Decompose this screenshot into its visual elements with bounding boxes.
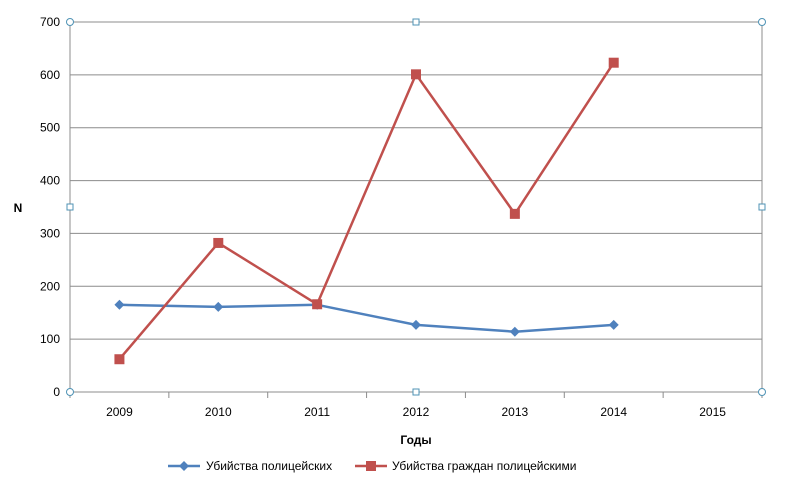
x-tick-label-2013: 2013	[502, 405, 529, 419]
x-tick-label-2015: 2015	[699, 405, 726, 419]
x-tick-label-2014: 2014	[600, 405, 627, 419]
y-tick-label-700: 700	[40, 15, 60, 29]
legend-item-police-killed: Убийства полицейских	[168, 459, 332, 473]
data-point-series0-2010	[213, 301, 224, 312]
y-tick-label-100: 100	[40, 332, 60, 346]
legend: Убийства полицейских Убийства граждан по…	[168, 459, 576, 473]
x-tick-label-2009: 2009	[106, 405, 133, 419]
x-axis-ticks: 2009 2010 2011 2012 2013 2014 2015	[106, 405, 726, 419]
y-tick-label-200: 200	[40, 279, 60, 293]
resize-handle-left[interactable]	[66, 203, 74, 211]
y-axis-title: N	[14, 201, 23, 215]
resize-handle-bottom-left[interactable]	[66, 388, 74, 396]
legend-diamond-marker	[179, 461, 189, 471]
gridlines	[70, 21, 762, 393]
data-point-series1-2010	[213, 237, 224, 248]
data-point-series0-2009	[114, 299, 125, 310]
legend-label-citizens-killed: Убийства граждан полицейскими	[392, 459, 576, 473]
legend-label-police-killed: Убийства полицейских	[206, 459, 332, 473]
data-point-series1-2011	[312, 299, 323, 310]
data-point-series0-2013	[509, 326, 520, 337]
series-line-1	[118, 62, 615, 361]
data-point-series0-2014	[608, 319, 619, 330]
resize-handle-bottom-right[interactable]	[758, 388, 766, 396]
x-tick-label-2012: 2012	[403, 405, 430, 419]
resize-handle-top-right[interactable]	[758, 18, 766, 26]
x-axis-title: Годы	[400, 433, 431, 447]
x-tick-label-2011: 2011	[304, 405, 330, 419]
x-tick-label-2010: 2010	[205, 405, 232, 419]
data-point-series1-2009	[114, 354, 125, 365]
y-axis-ticks: 0 100 200 300 400 500 600 700	[40, 15, 60, 399]
data-point-series0-2012	[411, 319, 421, 330]
y-tick-label-600: 600	[40, 68, 60, 82]
y-tick-label-0: 0	[53, 385, 60, 399]
legend-item-citizens-killed: Убийства граждан полицейскими	[355, 459, 576, 473]
resize-handle-top[interactable]	[412, 18, 420, 26]
data-point-series1-2013	[509, 208, 520, 219]
y-tick-label-400: 400	[40, 174, 60, 188]
resize-handle-bottom[interactable]	[412, 388, 420, 396]
y-tick-label-500: 500	[40, 121, 60, 135]
selection-handles[interactable]	[66, 18, 766, 396]
data-point-series1-2012	[411, 69, 421, 80]
resize-handle-right[interactable]	[758, 203, 766, 211]
legend-square-marker	[366, 461, 376, 471]
series-lines	[114, 57, 619, 365]
data-point-series1-2014	[608, 57, 619, 68]
resize-handle-top-left[interactable]	[66, 18, 74, 26]
y-tick-label-300: 300	[40, 226, 60, 240]
series-line-0	[119, 303, 614, 333]
